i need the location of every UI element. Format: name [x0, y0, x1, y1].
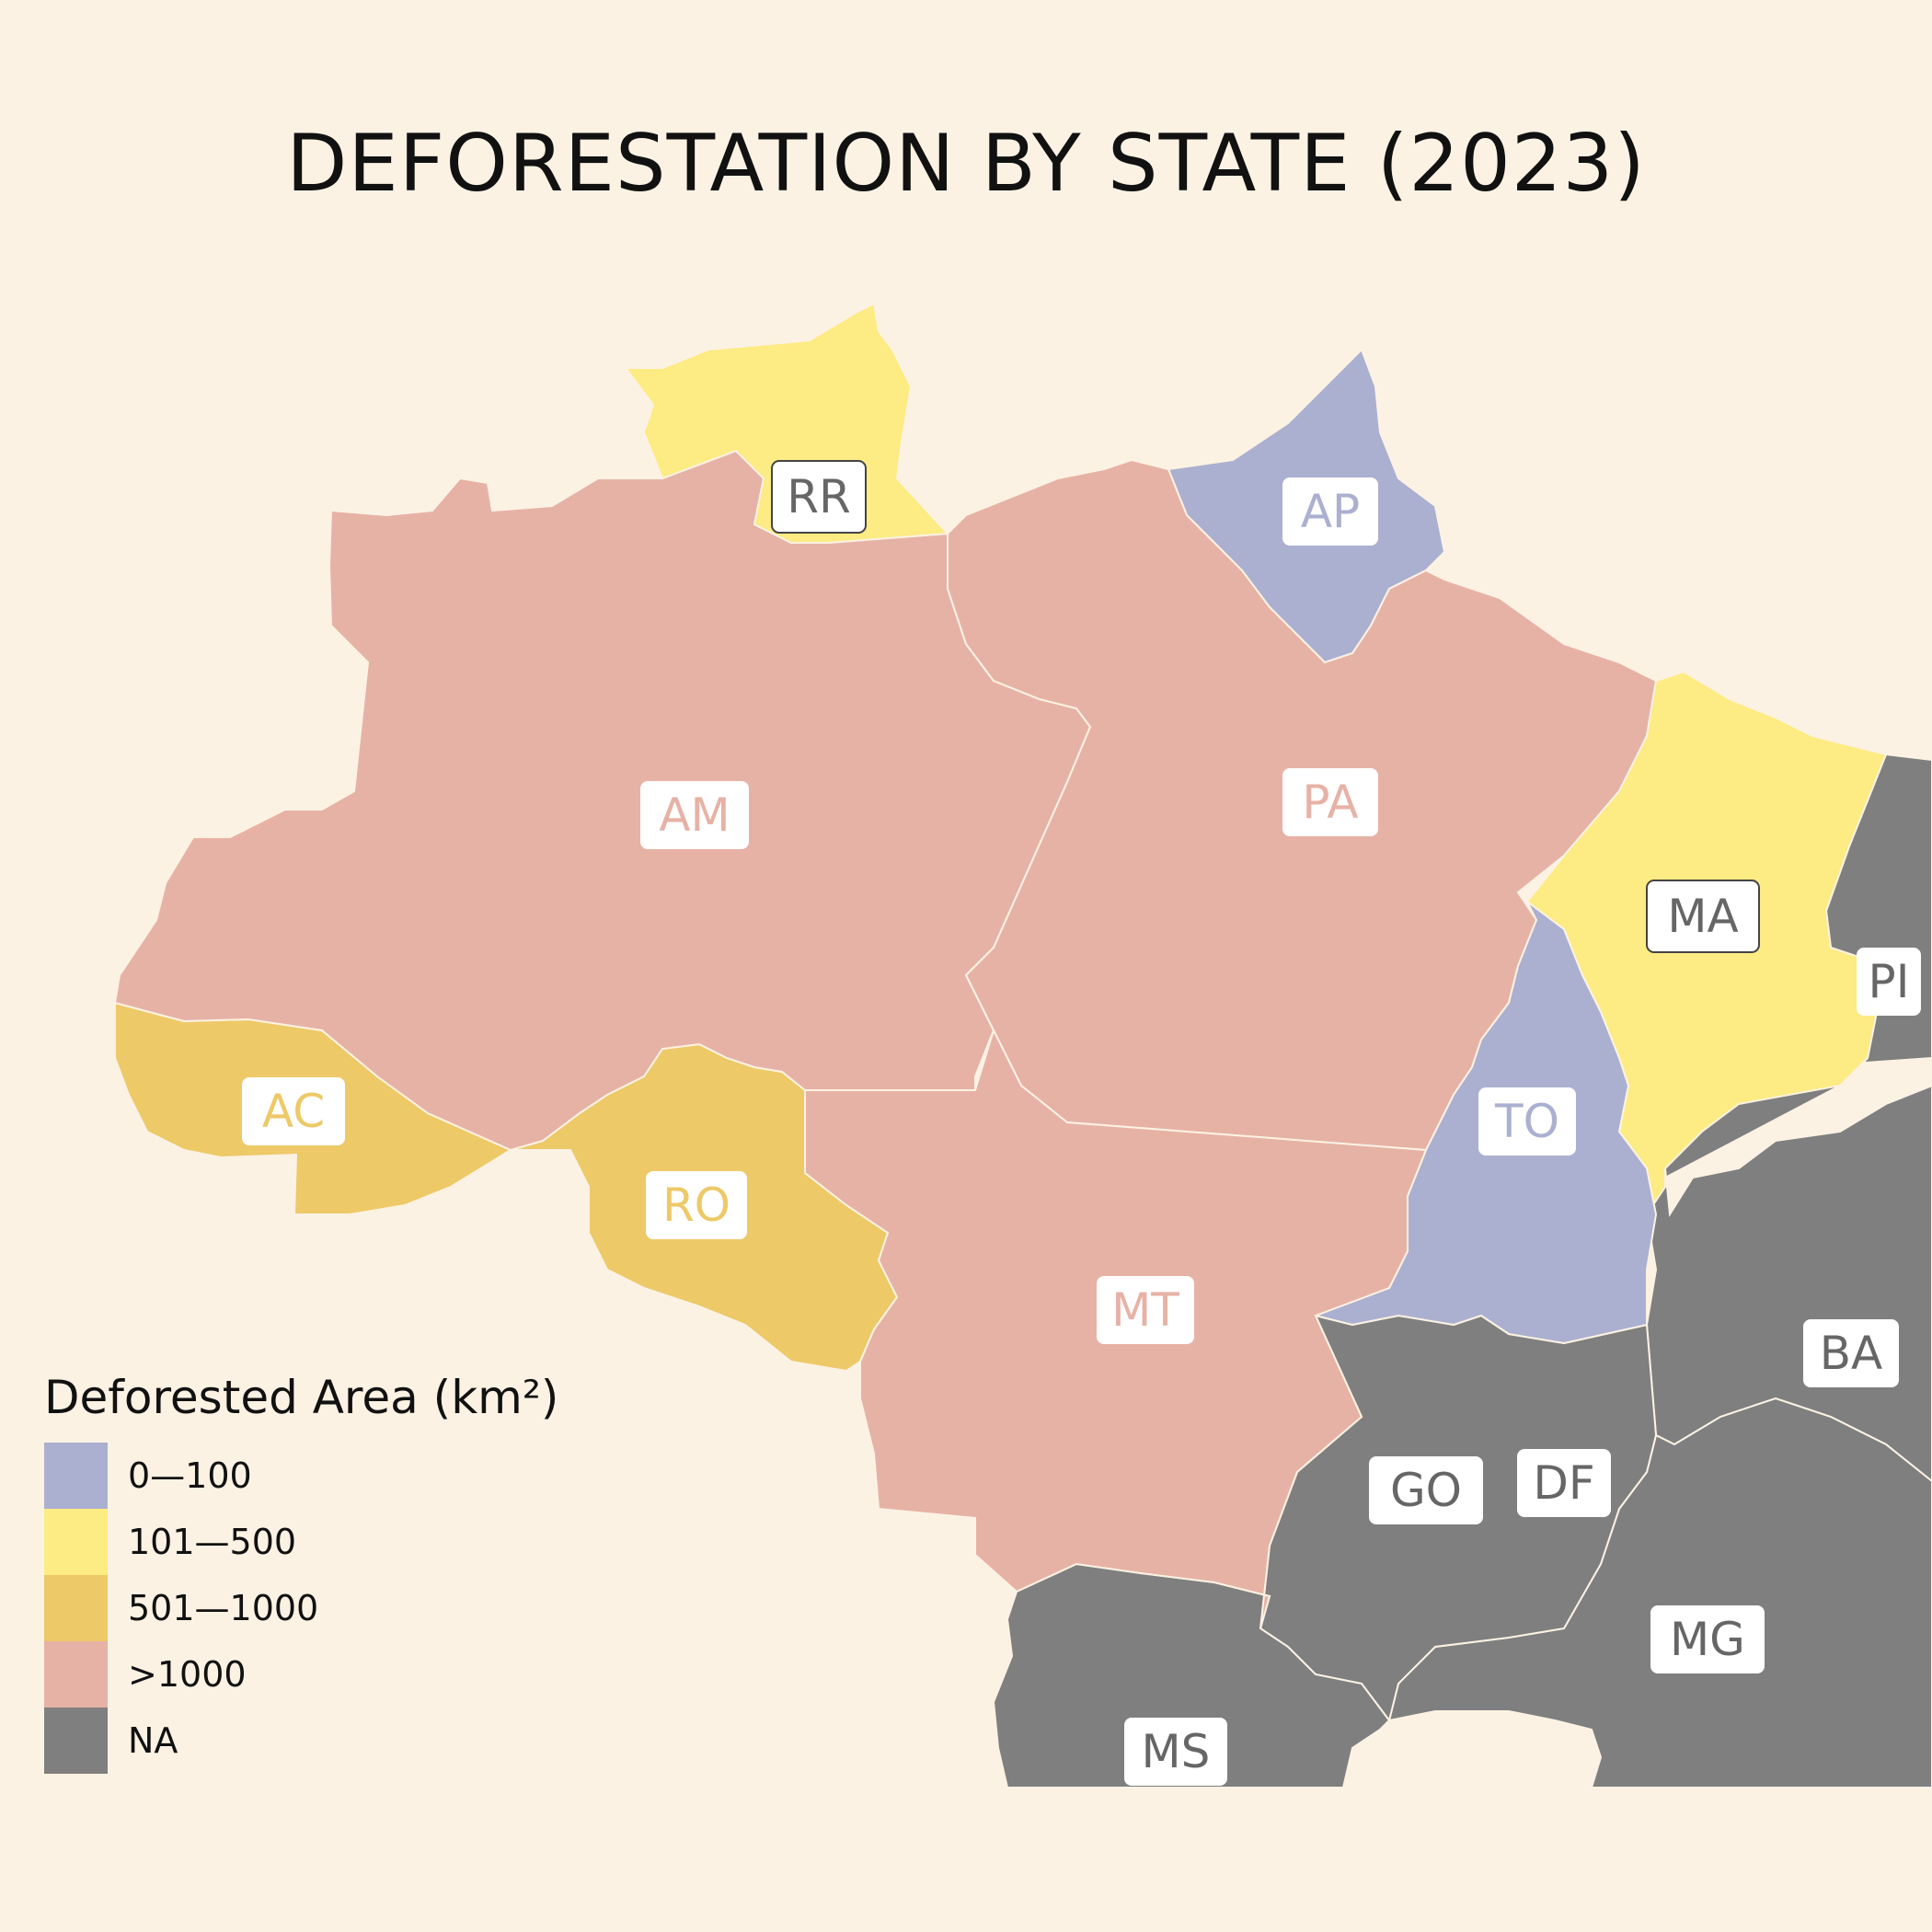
state-labels: RR AP AM PA MA PI AC RO TO MT BA GO DF MG MS — [242, 460, 1921, 1786]
state-label-to: TO — [1478, 1087, 1576, 1156]
state-label-box — [640, 781, 749, 849]
state-label-box — [1646, 880, 1760, 953]
legend-swatch — [44, 1443, 108, 1509]
state-label-go: GO — [1369, 1456, 1483, 1524]
state-label-ro: RO — [646, 1171, 747, 1239]
state-label-box — [1124, 1718, 1227, 1786]
state-label-ap: AP — [1282, 477, 1378, 546]
state-label-mg: MG — [1650, 1605, 1765, 1673]
legend-item: 501—1000 — [44, 1575, 558, 1641]
state-label-box — [1282, 768, 1378, 836]
state-label-rr: RR — [771, 460, 867, 534]
legend-swatch — [44, 1641, 108, 1708]
state-label-box — [1282, 477, 1378, 546]
legend-item: NA — [44, 1708, 558, 1774]
state-label-ac: AC — [242, 1077, 345, 1145]
state-label-am: AM — [640, 781, 749, 849]
state-label-box — [1517, 1449, 1611, 1517]
legend-label: NA — [128, 1720, 178, 1761]
state-label-text: RO — [662, 1179, 730, 1232]
legend-label: 0—100 — [128, 1455, 252, 1496]
state-label-box — [1803, 1319, 1899, 1387]
legend-label: 501—1000 — [128, 1588, 319, 1628]
state-label-text: DF — [1533, 1456, 1594, 1510]
legend-item: 0—100 — [44, 1443, 558, 1509]
state-label-box — [1478, 1087, 1576, 1156]
state-label-text: MA — [1667, 890, 1738, 943]
state-label-ms: MS — [1124, 1718, 1227, 1786]
state-label-df: DF — [1517, 1449, 1611, 1517]
state-label-box — [1097, 1276, 1194, 1344]
state-label-pa: PA — [1282, 768, 1378, 836]
state-label-text: PA — [1302, 776, 1358, 829]
legend-label: 101—500 — [128, 1522, 297, 1562]
map-title: DEFORESTATION BY STATE (2023) — [286, 118, 1646, 210]
state-label-text: AM — [659, 788, 730, 842]
state-label-box — [1857, 948, 1921, 1016]
legend-item: 101—500 — [44, 1509, 558, 1575]
legend-item: >1000 — [44, 1641, 558, 1708]
state-label-pi: PI — [1857, 948, 1921, 1016]
state-label-text: BA — [1820, 1327, 1883, 1380]
state-label-box — [646, 1171, 747, 1239]
legend-swatch — [44, 1708, 108, 1774]
state-label-text: MG — [1670, 1613, 1745, 1666]
legend: Deforested Area (km²) 0—100 101—500 501—10… — [44, 1371, 558, 1774]
state-label-text: RR — [787, 470, 850, 523]
state-label-box — [1650, 1605, 1765, 1673]
state-label-ma: MA — [1646, 880, 1760, 953]
legend-items: 0—100 101—500 501—1000 >1000 NA — [44, 1443, 558, 1774]
state-rr — [624, 302, 950, 544]
state-label-text: MT — [1111, 1283, 1179, 1337]
state-label-text: PI — [1869, 955, 1910, 1008]
legend-label: >1000 — [128, 1654, 247, 1695]
legend-swatch — [44, 1509, 108, 1575]
state-label-box — [1369, 1456, 1483, 1524]
state-label-text: TO — [1494, 1095, 1559, 1148]
legend-swatch — [44, 1575, 108, 1641]
state-label-box — [242, 1077, 345, 1145]
state-label-mt: MT — [1097, 1276, 1194, 1344]
state-label-ba: BA — [1803, 1319, 1899, 1387]
state-label-text: AP — [1301, 485, 1360, 538]
legend-title: Deforested Area (km²) — [44, 1371, 559, 1424]
state-label-box — [771, 460, 867, 534]
state-label-text: MS — [1142, 1725, 1211, 1778]
state-label-text: GO — [1390, 1464, 1462, 1517]
state-label-text: AC — [262, 1085, 325, 1138]
